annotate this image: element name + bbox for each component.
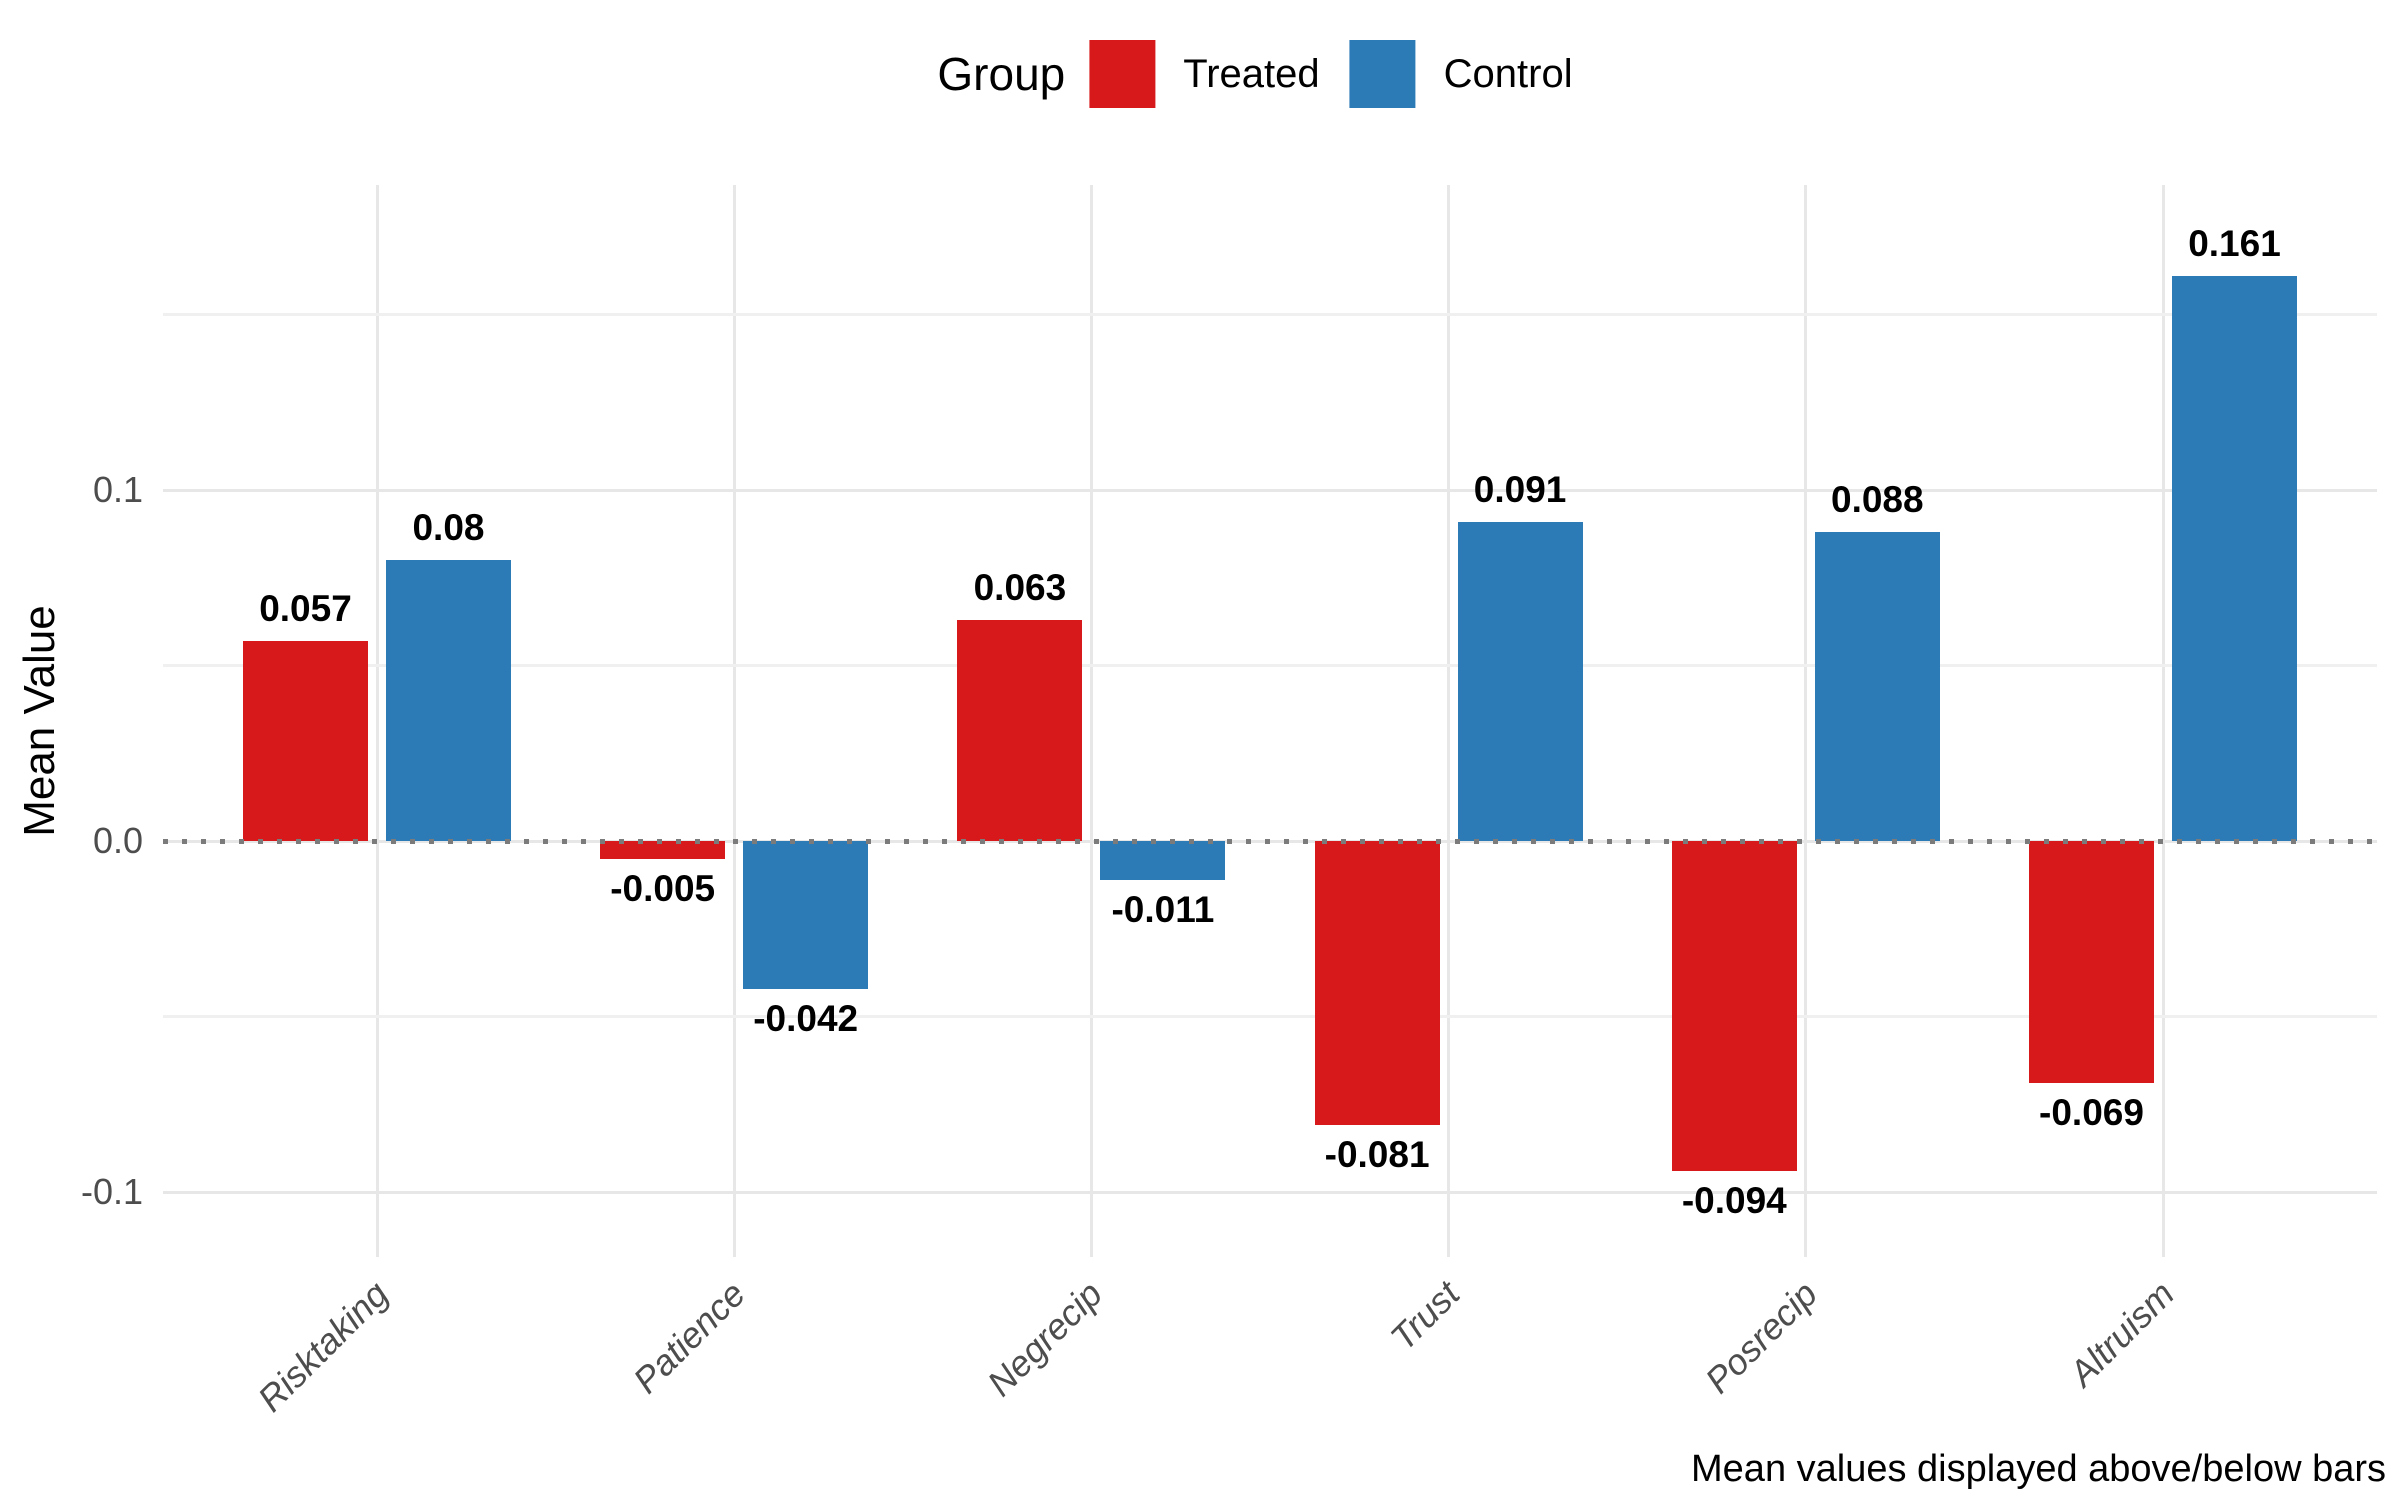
x-category-label-posrecip: Posrecip — [1696, 1273, 1825, 1402]
value-label-control-altruism: 0.161 — [2188, 223, 2281, 265]
value-label-treated-altruism: -0.069 — [2039, 1092, 2144, 1134]
minor-gridline-0.15 — [163, 313, 2377, 317]
legend-item-control: Control — [1349, 40, 1573, 108]
value-label-treated-patience: -0.005 — [610, 867, 716, 909]
vertical-gridline-trust — [1447, 185, 1451, 1257]
vertical-gridline-altruism — [2161, 185, 2165, 1257]
zero-reference-line — [163, 838, 2377, 844]
bar-treated-trust — [1314, 841, 1440, 1126]
bar-control-altruism — [2172, 276, 2297, 842]
bar-control-posrecip — [1814, 532, 1940, 842]
x-category-label-negrecip: Negrecip — [979, 1273, 1111, 1404]
bar-control-negrecip — [1100, 841, 1226, 880]
bar-treated-altruism — [2029, 841, 2154, 1084]
y-axis-title: Mean Value — [15, 605, 64, 837]
bar-treated-negrecip — [957, 620, 1083, 842]
bar-treated-risktaking — [243, 641, 368, 842]
legend-item-treated: Treated — [1089, 40, 1320, 108]
vertical-gridline-negrecip — [1089, 185, 1093, 1257]
x-category-label-patience: Patience — [625, 1273, 754, 1402]
x-category-label-risktaking: Risktaking — [249, 1273, 396, 1420]
chart-caption: Mean values displayed above/below bars — [1691, 1448, 2386, 1490]
legend: Group Treated Control — [937, 40, 1602, 108]
vertical-gridline-risktaking — [375, 185, 379, 1257]
value-label-control-posrecip: 0.088 — [1831, 479, 1924, 521]
bar-control-patience — [743, 841, 869, 989]
bar-control-trust — [1457, 521, 1583, 842]
value-label-treated-risktaking: 0.057 — [259, 588, 352, 630]
legend-label-control: Control — [1443, 51, 1573, 96]
value-label-control-patience: -0.042 — [753, 997, 859, 1039]
value-label-control-risktaking: 0.08 — [412, 507, 485, 549]
major-gridline--0.1 — [163, 1190, 2377, 1194]
y-tick-label-0.1: 0.1 — [92, 469, 143, 511]
value-label-treated-trust: -0.081 — [1324, 1134, 1430, 1176]
legend-label-treated: Treated — [1183, 51, 1320, 96]
bar-treated-posrecip — [1671, 841, 1797, 1172]
value-label-control-negrecip: -0.011 — [1111, 888, 1215, 930]
x-category-label-trust: Trust — [1382, 1273, 1468, 1359]
vertical-gridline-patience — [732, 185, 736, 1257]
y-tick-label-0.0: 0.0 — [92, 820, 143, 862]
plot-panel: 0.057 -0.005 0.063 -0.081 -0.094 -0.069 0.08 -0… — [163, 185, 2377, 1257]
y-tick-label--0.1: -0.1 — [80, 1171, 143, 1213]
minor-gridline-0.05 — [163, 664, 2377, 668]
value-label-treated-negrecip: 0.063 — [973, 567, 1067, 609]
value-label-treated-posrecip: -0.094 — [1681, 1180, 1787, 1222]
value-label-control-trust: 0.091 — [1473, 468, 1567, 510]
legend-title: Group — [937, 48, 1066, 100]
bar-treated-patience — [600, 841, 726, 859]
bar-control-risktaking — [386, 560, 511, 842]
vertical-gridline-posrecip — [1804, 185, 1808, 1257]
control-color-swatch — [1349, 40, 1416, 108]
treated-color-swatch — [1089, 40, 1156, 108]
x-category-label-altruism: Altruism — [2061, 1273, 2182, 1394]
minor-gridline--0.05 — [163, 1015, 2377, 1019]
major-gridline-0.1 — [163, 488, 2377, 492]
